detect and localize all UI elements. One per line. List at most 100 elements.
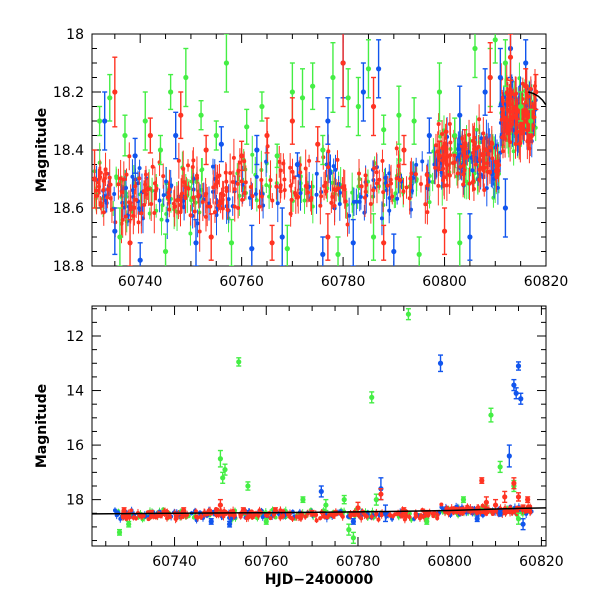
top-baseline-point bbox=[264, 159, 269, 164]
top-baseline-point bbox=[274, 184, 279, 189]
top-baseline-point bbox=[350, 190, 355, 195]
top-baseline-point bbox=[282, 177, 287, 182]
top-data-point bbox=[330, 74, 336, 81]
bottom-y-tick-label: 16 bbox=[66, 438, 84, 454]
top-baseline-point bbox=[306, 190, 311, 195]
bottom-data-point bbox=[263, 518, 269, 525]
top-baseline-point bbox=[114, 176, 119, 181]
top-baseline-point bbox=[481, 168, 486, 173]
top-baseline-point bbox=[490, 156, 495, 161]
top-baseline-point bbox=[394, 176, 399, 181]
top-baseline-point bbox=[520, 123, 525, 128]
top-data-point bbox=[360, 89, 366, 95]
bottom-baseline-point bbox=[155, 514, 160, 519]
top-baseline-point bbox=[326, 149, 331, 154]
top-baseline-point bbox=[357, 171, 362, 176]
top-baseline-point bbox=[108, 196, 113, 201]
bottom-data-point bbox=[424, 518, 430, 525]
bottom-data-point bbox=[300, 497, 306, 503]
bottom-baseline-point bbox=[480, 503, 485, 508]
top-baseline-point bbox=[243, 180, 248, 185]
top-baseline-point bbox=[364, 182, 369, 187]
top-data-point bbox=[299, 95, 306, 101]
top-data-point bbox=[239, 153, 245, 159]
top-baseline-point bbox=[94, 194, 99, 199]
top-data-point bbox=[289, 118, 295, 124]
top-baseline-point bbox=[445, 162, 450, 167]
bottom-data-point bbox=[217, 502, 224, 508]
top-baseline-point bbox=[128, 201, 133, 206]
top-baseline-point bbox=[495, 185, 500, 190]
bottom-data-point bbox=[506, 453, 512, 459]
top-baseline-point bbox=[303, 166, 308, 171]
bottom-baseline-point bbox=[208, 508, 213, 513]
top-baseline-point bbox=[188, 231, 193, 236]
top-baseline-point bbox=[323, 180, 328, 185]
top-baseline-point bbox=[374, 170, 379, 175]
top-baseline-point bbox=[351, 199, 356, 204]
top-baseline-point bbox=[309, 195, 314, 200]
top-baseline-point bbox=[242, 191, 247, 196]
top-data-point bbox=[340, 60, 346, 66]
top-data-point bbox=[502, 60, 509, 66]
bottom-data-point bbox=[220, 475, 226, 481]
top-data-point bbox=[370, 103, 377, 110]
top-baseline-point bbox=[136, 220, 141, 225]
bottom-data-point bbox=[226, 521, 233, 527]
bottom-baseline-point bbox=[400, 514, 405, 519]
top-baseline-point bbox=[420, 159, 425, 164]
top-baseline-point bbox=[514, 91, 519, 96]
top-baseline-point bbox=[448, 140, 453, 145]
bottom-baseline-point bbox=[193, 509, 198, 514]
top-baseline-point bbox=[188, 213, 193, 218]
top-baseline-point bbox=[430, 180, 435, 185]
top-baseline-point bbox=[307, 158, 312, 163]
top-baseline-point bbox=[362, 210, 367, 215]
top-baseline-point bbox=[288, 165, 293, 170]
top-baseline-point bbox=[259, 178, 264, 183]
top-baseline-point bbox=[324, 189, 329, 194]
bottom-baseline-point bbox=[376, 517, 381, 522]
top-baseline-point bbox=[134, 197, 139, 202]
top-baseline-point bbox=[239, 179, 244, 184]
top-y-tick-label: 18.2 bbox=[53, 85, 84, 101]
top-baseline-point bbox=[505, 118, 510, 123]
bottom-data-point bbox=[217, 456, 224, 462]
top-baseline-point bbox=[101, 210, 106, 215]
top-baseline-point bbox=[488, 145, 493, 150]
top-data-point bbox=[112, 228, 118, 234]
top-baseline-point bbox=[452, 153, 457, 158]
top-baseline-point bbox=[335, 157, 340, 162]
bottom-baseline-point bbox=[256, 513, 261, 518]
top-baseline-point bbox=[211, 164, 216, 169]
top-x-tick-label: 60820 bbox=[524, 274, 569, 290]
top-data-point bbox=[396, 112, 402, 118]
bottom-baseline-point bbox=[395, 511, 400, 516]
top-baseline-point bbox=[267, 184, 272, 189]
top-baseline-point bbox=[257, 204, 262, 209]
top-baseline-point bbox=[250, 194, 255, 199]
top-baseline-point bbox=[139, 211, 144, 216]
top-baseline-point bbox=[232, 187, 237, 192]
top-x-tick-label: 60800 bbox=[422, 274, 467, 290]
top-data-point bbox=[345, 95, 351, 101]
top-baseline-point bbox=[470, 168, 475, 173]
top-baseline-point bbox=[433, 165, 438, 170]
top-baseline-point bbox=[211, 185, 216, 190]
top-baseline-point bbox=[121, 177, 126, 182]
top-baseline-point bbox=[487, 170, 492, 175]
top-baseline-point bbox=[242, 159, 247, 164]
top-baseline-point bbox=[178, 202, 183, 207]
top-data-point bbox=[294, 161, 301, 168]
top-baseline-point bbox=[318, 203, 323, 208]
bottom-series-red bbox=[121, 477, 531, 517]
top-baseline-point bbox=[363, 189, 368, 194]
top-data-point bbox=[355, 103, 361, 110]
bottom-baseline-point bbox=[413, 512, 418, 517]
top-baseline-point bbox=[275, 201, 280, 206]
top-baseline-point bbox=[398, 177, 403, 182]
top-baseline-point bbox=[150, 164, 155, 169]
top-baseline-point bbox=[228, 170, 233, 175]
bottom-baseline-point bbox=[480, 513, 485, 518]
top-data-point bbox=[178, 112, 184, 118]
